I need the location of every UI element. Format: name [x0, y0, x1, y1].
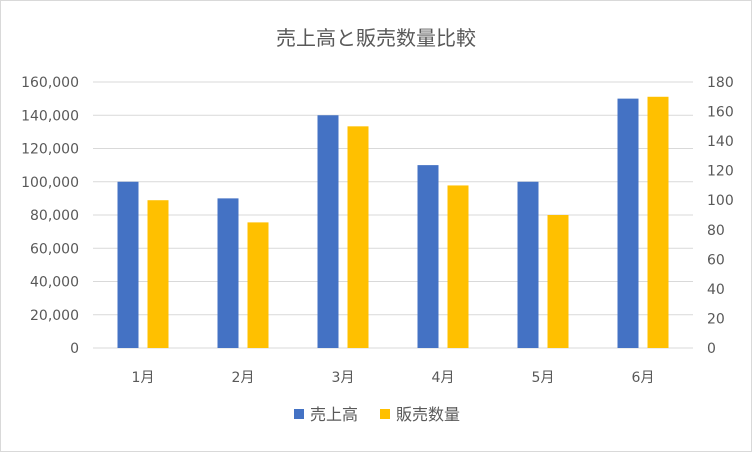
- x-tick-label: 4月: [432, 370, 455, 386]
- right-tick-label: 180: [707, 75, 734, 91]
- bar-売上高: [217, 198, 239, 348]
- bar-販売数量: [547, 215, 569, 348]
- gridlines: [93, 81, 693, 349]
- right-tick-label: 80: [707, 223, 725, 239]
- bar-売上高: [617, 98, 639, 348]
- left-tick-label: 80,000: [30, 208, 79, 224]
- right-tick-label: 40: [707, 282, 725, 298]
- legend-label: 販売数量: [396, 405, 460, 424]
- legend-label: 売上高: [310, 405, 358, 424]
- x-tick-label: 1月: [132, 370, 155, 386]
- bar-売上高: [417, 165, 439, 348]
- legend: 売上高 販売数量: [294, 405, 460, 424]
- left-tick-label: 100,000: [21, 175, 79, 191]
- right-tick-label: 100: [707, 193, 734, 209]
- left-tick-label: 60,000: [30, 241, 79, 257]
- bar-販売数量: [447, 185, 469, 348]
- x-tick-label: 6月: [632, 370, 655, 386]
- bar-販売数量: [147, 200, 169, 348]
- x-tick-label: 3月: [332, 370, 355, 386]
- bar-売上高: [117, 181, 139, 348]
- left-tick-label: 0: [70, 341, 79, 357]
- left-tick-label: 160,000: [21, 75, 79, 91]
- bar-販売数量: [347, 126, 369, 348]
- bar-販売数量: [647, 96, 669, 349]
- left-tick-label: 40,000: [30, 275, 79, 291]
- bar-売上高: [517, 181, 539, 348]
- right-tick-label: 120: [707, 164, 734, 180]
- bars: [117, 96, 669, 349]
- left-axis: 0 20,000 40,000 60,000 80,000 100,000 120,000 1…: [21, 75, 79, 357]
- right-tick-label: 160: [707, 105, 734, 121]
- x-tick-label: 2月: [232, 370, 255, 386]
- left-tick-label: 20,000: [30, 308, 79, 324]
- bar-販売数量: [247, 222, 269, 348]
- right-axis: 0 20 40 60 80 100 120 140 160 180: [707, 75, 734, 357]
- legend-swatch: [380, 409, 390, 419]
- right-tick-label: 0: [707, 341, 716, 357]
- chart-title: 売上高と販売数量比較: [276, 26, 476, 50]
- legend-swatch: [294, 409, 304, 419]
- x-tick-label: 5月: [532, 370, 555, 386]
- bar-売上高: [317, 115, 339, 348]
- left-tick-label: 120,000: [21, 142, 79, 158]
- right-tick-label: 20: [707, 311, 725, 327]
- right-tick-label: 140: [707, 134, 734, 150]
- left-tick-label: 140,000: [21, 108, 79, 124]
- right-tick-label: 60: [707, 252, 725, 268]
- x-axis: 1月 2月 3月 4月 5月 6月: [132, 370, 655, 386]
